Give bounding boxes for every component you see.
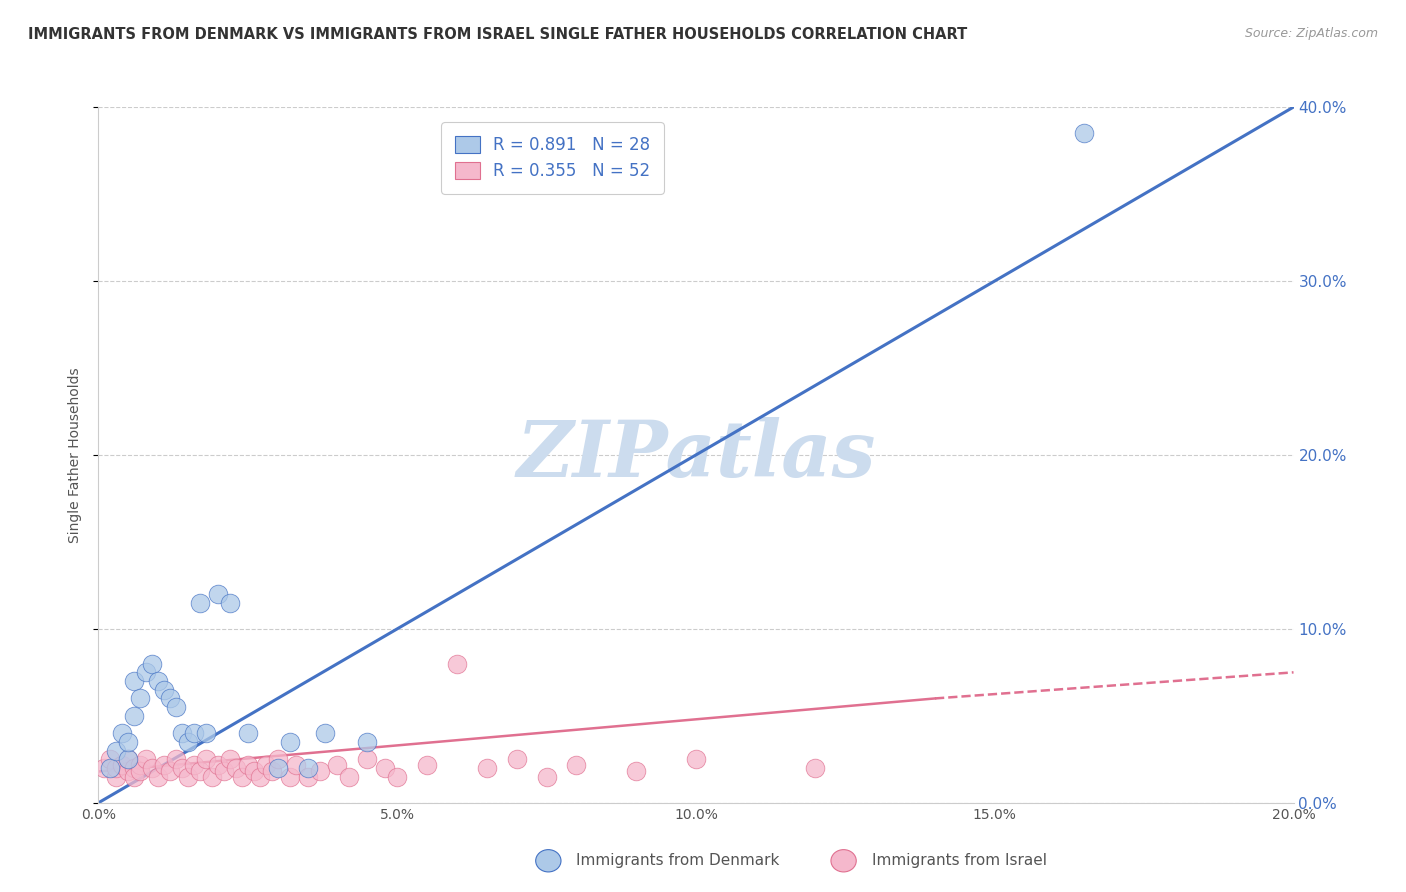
Point	[339, 770, 360, 784]
Y-axis label: Single Father Households: Single Father Households	[69, 368, 83, 542]
Point	[475, 761, 498, 775]
Point	[105, 744, 128, 758]
Point	[315, 726, 337, 740]
Point	[201, 770, 224, 784]
Point	[195, 752, 218, 766]
Point	[177, 735, 200, 749]
Point	[278, 735, 301, 749]
Point	[159, 764, 181, 779]
Point	[129, 764, 152, 779]
Point	[236, 726, 259, 740]
Point	[804, 761, 827, 775]
Point	[117, 752, 139, 766]
Point	[165, 752, 187, 766]
Point	[326, 757, 349, 772]
Point	[278, 770, 301, 784]
Point	[165, 700, 187, 714]
Point	[297, 761, 319, 775]
Point	[254, 757, 277, 772]
Point	[172, 726, 194, 740]
Point	[308, 764, 330, 779]
Ellipse shape	[831, 849, 856, 872]
Point	[188, 764, 211, 779]
Point	[153, 682, 176, 697]
Point	[243, 764, 266, 779]
Point	[141, 761, 163, 775]
Point	[124, 674, 146, 689]
Legend: R = 0.891   N = 28, R = 0.355   N = 52: R = 0.891 N = 28, R = 0.355 N = 52	[441, 122, 664, 194]
Point	[129, 757, 152, 772]
Point	[416, 757, 439, 772]
Point	[207, 757, 229, 772]
Point	[159, 691, 181, 706]
Point	[177, 770, 200, 784]
Point	[207, 587, 229, 601]
Point	[111, 757, 134, 772]
Point	[231, 770, 253, 784]
Point	[260, 764, 283, 779]
Point	[117, 735, 139, 749]
Point	[506, 752, 529, 766]
Point	[267, 761, 290, 775]
Point	[153, 757, 176, 772]
Point	[124, 708, 146, 723]
Point	[225, 761, 247, 775]
Point	[446, 657, 468, 671]
Point	[172, 761, 194, 775]
Text: Immigrants from Israel: Immigrants from Israel	[872, 854, 1046, 868]
Point	[100, 761, 122, 775]
Point	[356, 752, 378, 766]
Point	[536, 770, 558, 784]
Point	[565, 757, 588, 772]
Ellipse shape	[536, 849, 561, 872]
Point	[188, 596, 211, 610]
Point	[117, 752, 139, 766]
Point	[141, 657, 163, 671]
Point	[93, 761, 115, 775]
Point	[356, 735, 378, 749]
Point	[385, 770, 409, 784]
Point	[1073, 126, 1095, 140]
Point	[135, 665, 157, 680]
Text: Immigrants from Denmark: Immigrants from Denmark	[576, 854, 780, 868]
Point	[183, 757, 205, 772]
Point	[297, 770, 319, 784]
Point	[236, 757, 259, 772]
Point	[148, 770, 170, 784]
Point	[117, 764, 139, 779]
Point	[219, 596, 242, 610]
Point	[129, 691, 152, 706]
Point	[111, 726, 134, 740]
Point	[267, 752, 290, 766]
Point	[219, 752, 242, 766]
Point	[212, 764, 235, 779]
Point	[148, 674, 170, 689]
Point	[685, 752, 707, 766]
Point	[105, 761, 128, 775]
Point	[249, 770, 271, 784]
Point	[374, 761, 396, 775]
Point	[124, 761, 146, 775]
Point	[124, 770, 146, 784]
Point	[284, 757, 307, 772]
Point	[626, 764, 648, 779]
Text: Source: ZipAtlas.com: Source: ZipAtlas.com	[1244, 27, 1378, 40]
Point	[105, 770, 128, 784]
Text: ZIPatlas: ZIPatlas	[516, 417, 876, 493]
Point	[100, 752, 122, 766]
Point	[183, 726, 205, 740]
Point	[135, 752, 157, 766]
Text: IMMIGRANTS FROM DENMARK VS IMMIGRANTS FROM ISRAEL SINGLE FATHER HOUSEHOLDS CORRE: IMMIGRANTS FROM DENMARK VS IMMIGRANTS FR…	[28, 27, 967, 42]
Point	[195, 726, 218, 740]
